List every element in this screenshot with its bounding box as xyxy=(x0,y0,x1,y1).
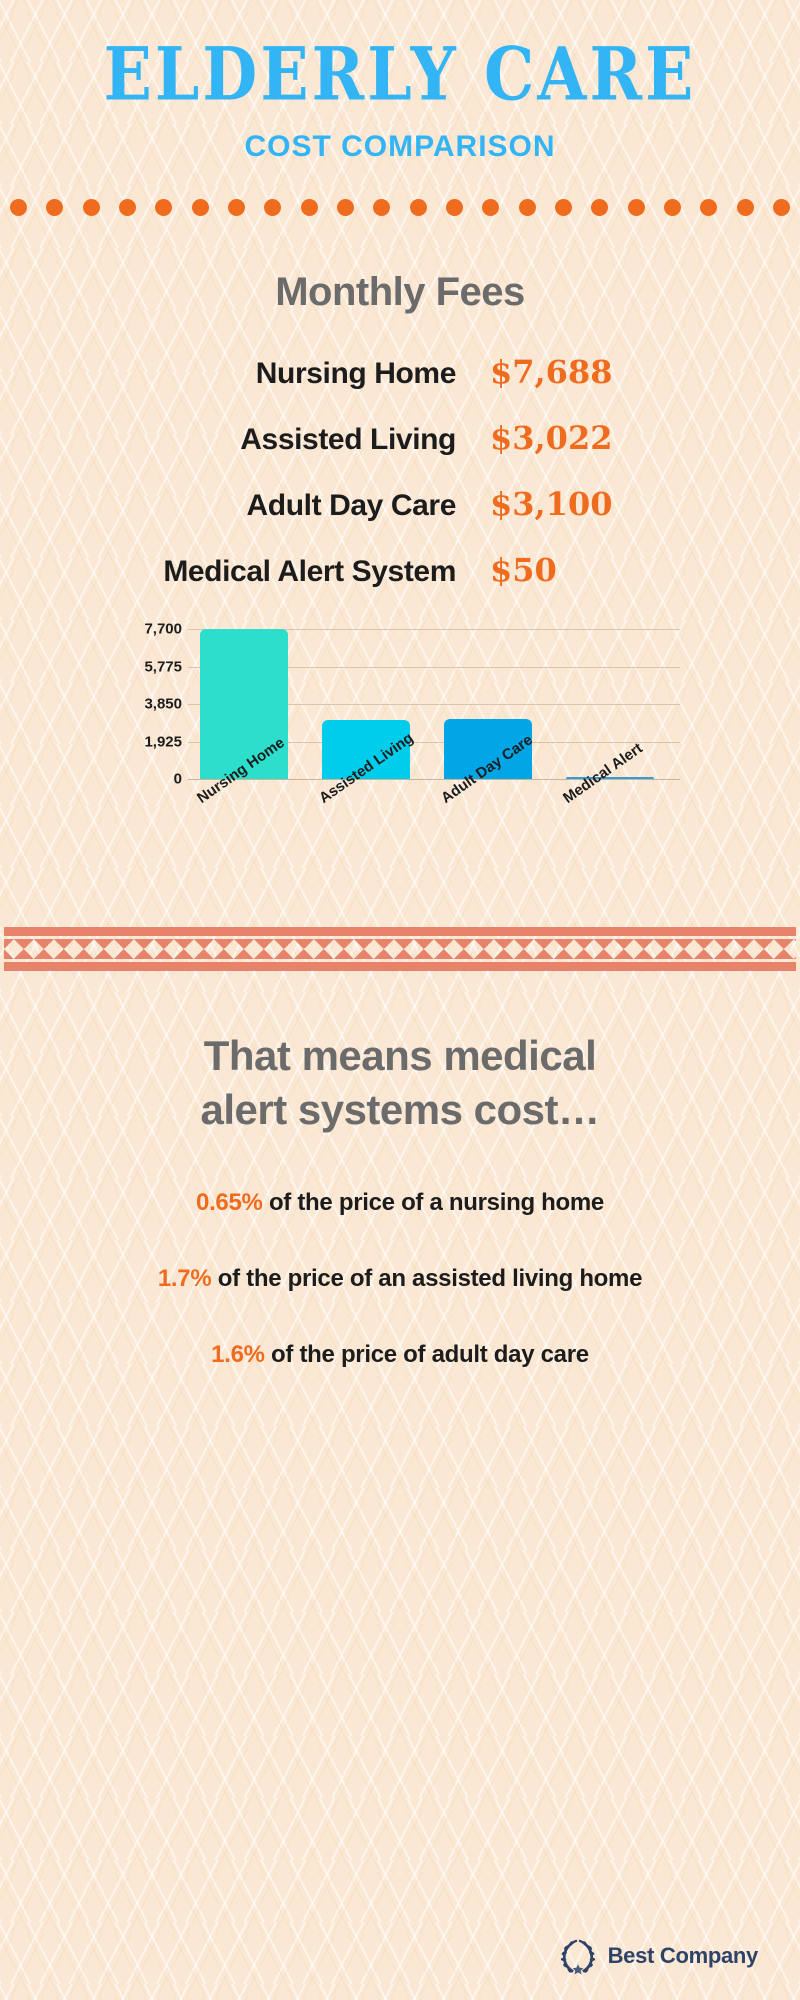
divider-dot xyxy=(627,198,645,216)
fee-value: $3,022 xyxy=(490,419,613,457)
divider-dot xyxy=(554,198,572,216)
stat-percentage: 1.7% xyxy=(157,1264,212,1292)
divider-diamonds xyxy=(4,939,796,959)
stat-text: of the price of a nursing home xyxy=(262,1188,604,1216)
fee-value: $7,688 xyxy=(490,353,613,391)
fee-list: Nursing Home $7,688 Assisted Living $3,022 A… xyxy=(0,353,800,589)
bar-chart: 7,700 5,775 3,850 1,925 0 Nursing Home Assist… xyxy=(0,621,800,909)
divider-dot xyxy=(700,198,718,216)
y-axis-tick: 3,850 xyxy=(144,695,182,713)
divider-dot xyxy=(663,198,681,216)
fee-label: Medical Alert System xyxy=(163,555,456,588)
divider-dot xyxy=(300,198,318,216)
divider-bar-top xyxy=(4,927,796,936)
fee-label: Nursing Home xyxy=(255,357,457,390)
chart-y-axis: 7,700 5,775 3,850 1,925 0 xyxy=(102,621,182,794)
divider-dot xyxy=(445,198,463,216)
fee-row: Assisted Living $3,022 xyxy=(40,419,760,457)
x-label-slot: Medical Alert xyxy=(554,740,666,877)
fee-row: Adult Day Care $3,100 xyxy=(40,485,760,523)
conclusion-heading: That means medical alert systems cost… xyxy=(0,1029,800,1137)
divider-dot xyxy=(227,198,245,216)
divider-dot xyxy=(482,198,500,216)
divider-dot xyxy=(155,198,173,216)
divider-dot xyxy=(772,198,790,216)
fee-value: $50 xyxy=(490,551,557,589)
stat-percentage: 1.6% xyxy=(211,1340,265,1368)
laurel-wreath-icon xyxy=(560,1939,595,1975)
page-title: ELDERLY CARE xyxy=(103,30,697,118)
dot-divider xyxy=(0,196,800,218)
stat-text: of the price of an assisted living home xyxy=(211,1264,643,1292)
stat-row: 1.7% of the price of an assisted living … xyxy=(0,1265,800,1293)
stat-list: 0.65% of the price of a nursing home 1.7%… xyxy=(0,1189,800,1369)
stat-percentage: 0.65% xyxy=(196,1188,263,1216)
header: ELDERLY CARE COST COMPARISON xyxy=(0,0,800,164)
fees-section-heading: Monthly Fees xyxy=(275,270,525,314)
page-subtitle: COST COMPARISON xyxy=(244,130,556,163)
fee-row: Medical Alert System $50 xyxy=(40,551,760,589)
conclusion-line-1: That means medical xyxy=(203,1032,597,1079)
divider-dot xyxy=(736,198,754,216)
fee-value: $3,100 xyxy=(490,485,613,523)
logo-text: Best Company xyxy=(607,1943,759,1968)
fee-row: Nursing Home $7,688 xyxy=(40,353,760,391)
divider-dot xyxy=(264,198,282,216)
fee-label: Adult Day Care xyxy=(246,489,457,522)
divider-bar-bottom xyxy=(4,962,796,971)
divider-dot xyxy=(82,198,100,216)
divider-dot xyxy=(10,198,27,216)
diamond-divider xyxy=(0,927,800,971)
footer-logo[interactable]: Best Company xyxy=(556,1934,758,1978)
x-label-slot: Adult Day Care xyxy=(432,731,544,877)
divider-dot xyxy=(118,198,136,216)
fee-label: Assisted Living xyxy=(240,423,456,456)
divider-dot xyxy=(591,198,609,216)
divider-dot xyxy=(191,198,209,216)
y-axis-tick: 7,700 xyxy=(144,620,182,638)
stat-row: 0.65% of the price of a nursing home xyxy=(0,1189,800,1217)
x-label-slot: Assisted Living xyxy=(310,729,422,877)
divider-dot xyxy=(373,198,391,216)
divider-dot xyxy=(336,198,354,216)
chart-x-axis: Nursing Home Assisted Living Adult Day Car… xyxy=(188,729,680,877)
divider-dot xyxy=(518,198,536,216)
y-axis-tick: 1,925 xyxy=(144,733,182,750)
chart-plot-area: 7,700 5,775 3,850 1,925 0 Nursing Home Assist… xyxy=(120,621,680,807)
x-label-slot: Nursing Home xyxy=(188,734,300,877)
stat-text: of the price of adult day care xyxy=(264,1340,589,1368)
divider-dot xyxy=(46,198,64,216)
conclusion-line-2: alert systems cost… xyxy=(200,1085,600,1133)
divider-dot xyxy=(409,198,427,216)
y-axis-tick: 0 xyxy=(173,770,182,788)
y-axis-tick: 5,775 xyxy=(144,658,182,675)
stat-row: 1.6% of the price of adult day care xyxy=(0,1341,800,1369)
